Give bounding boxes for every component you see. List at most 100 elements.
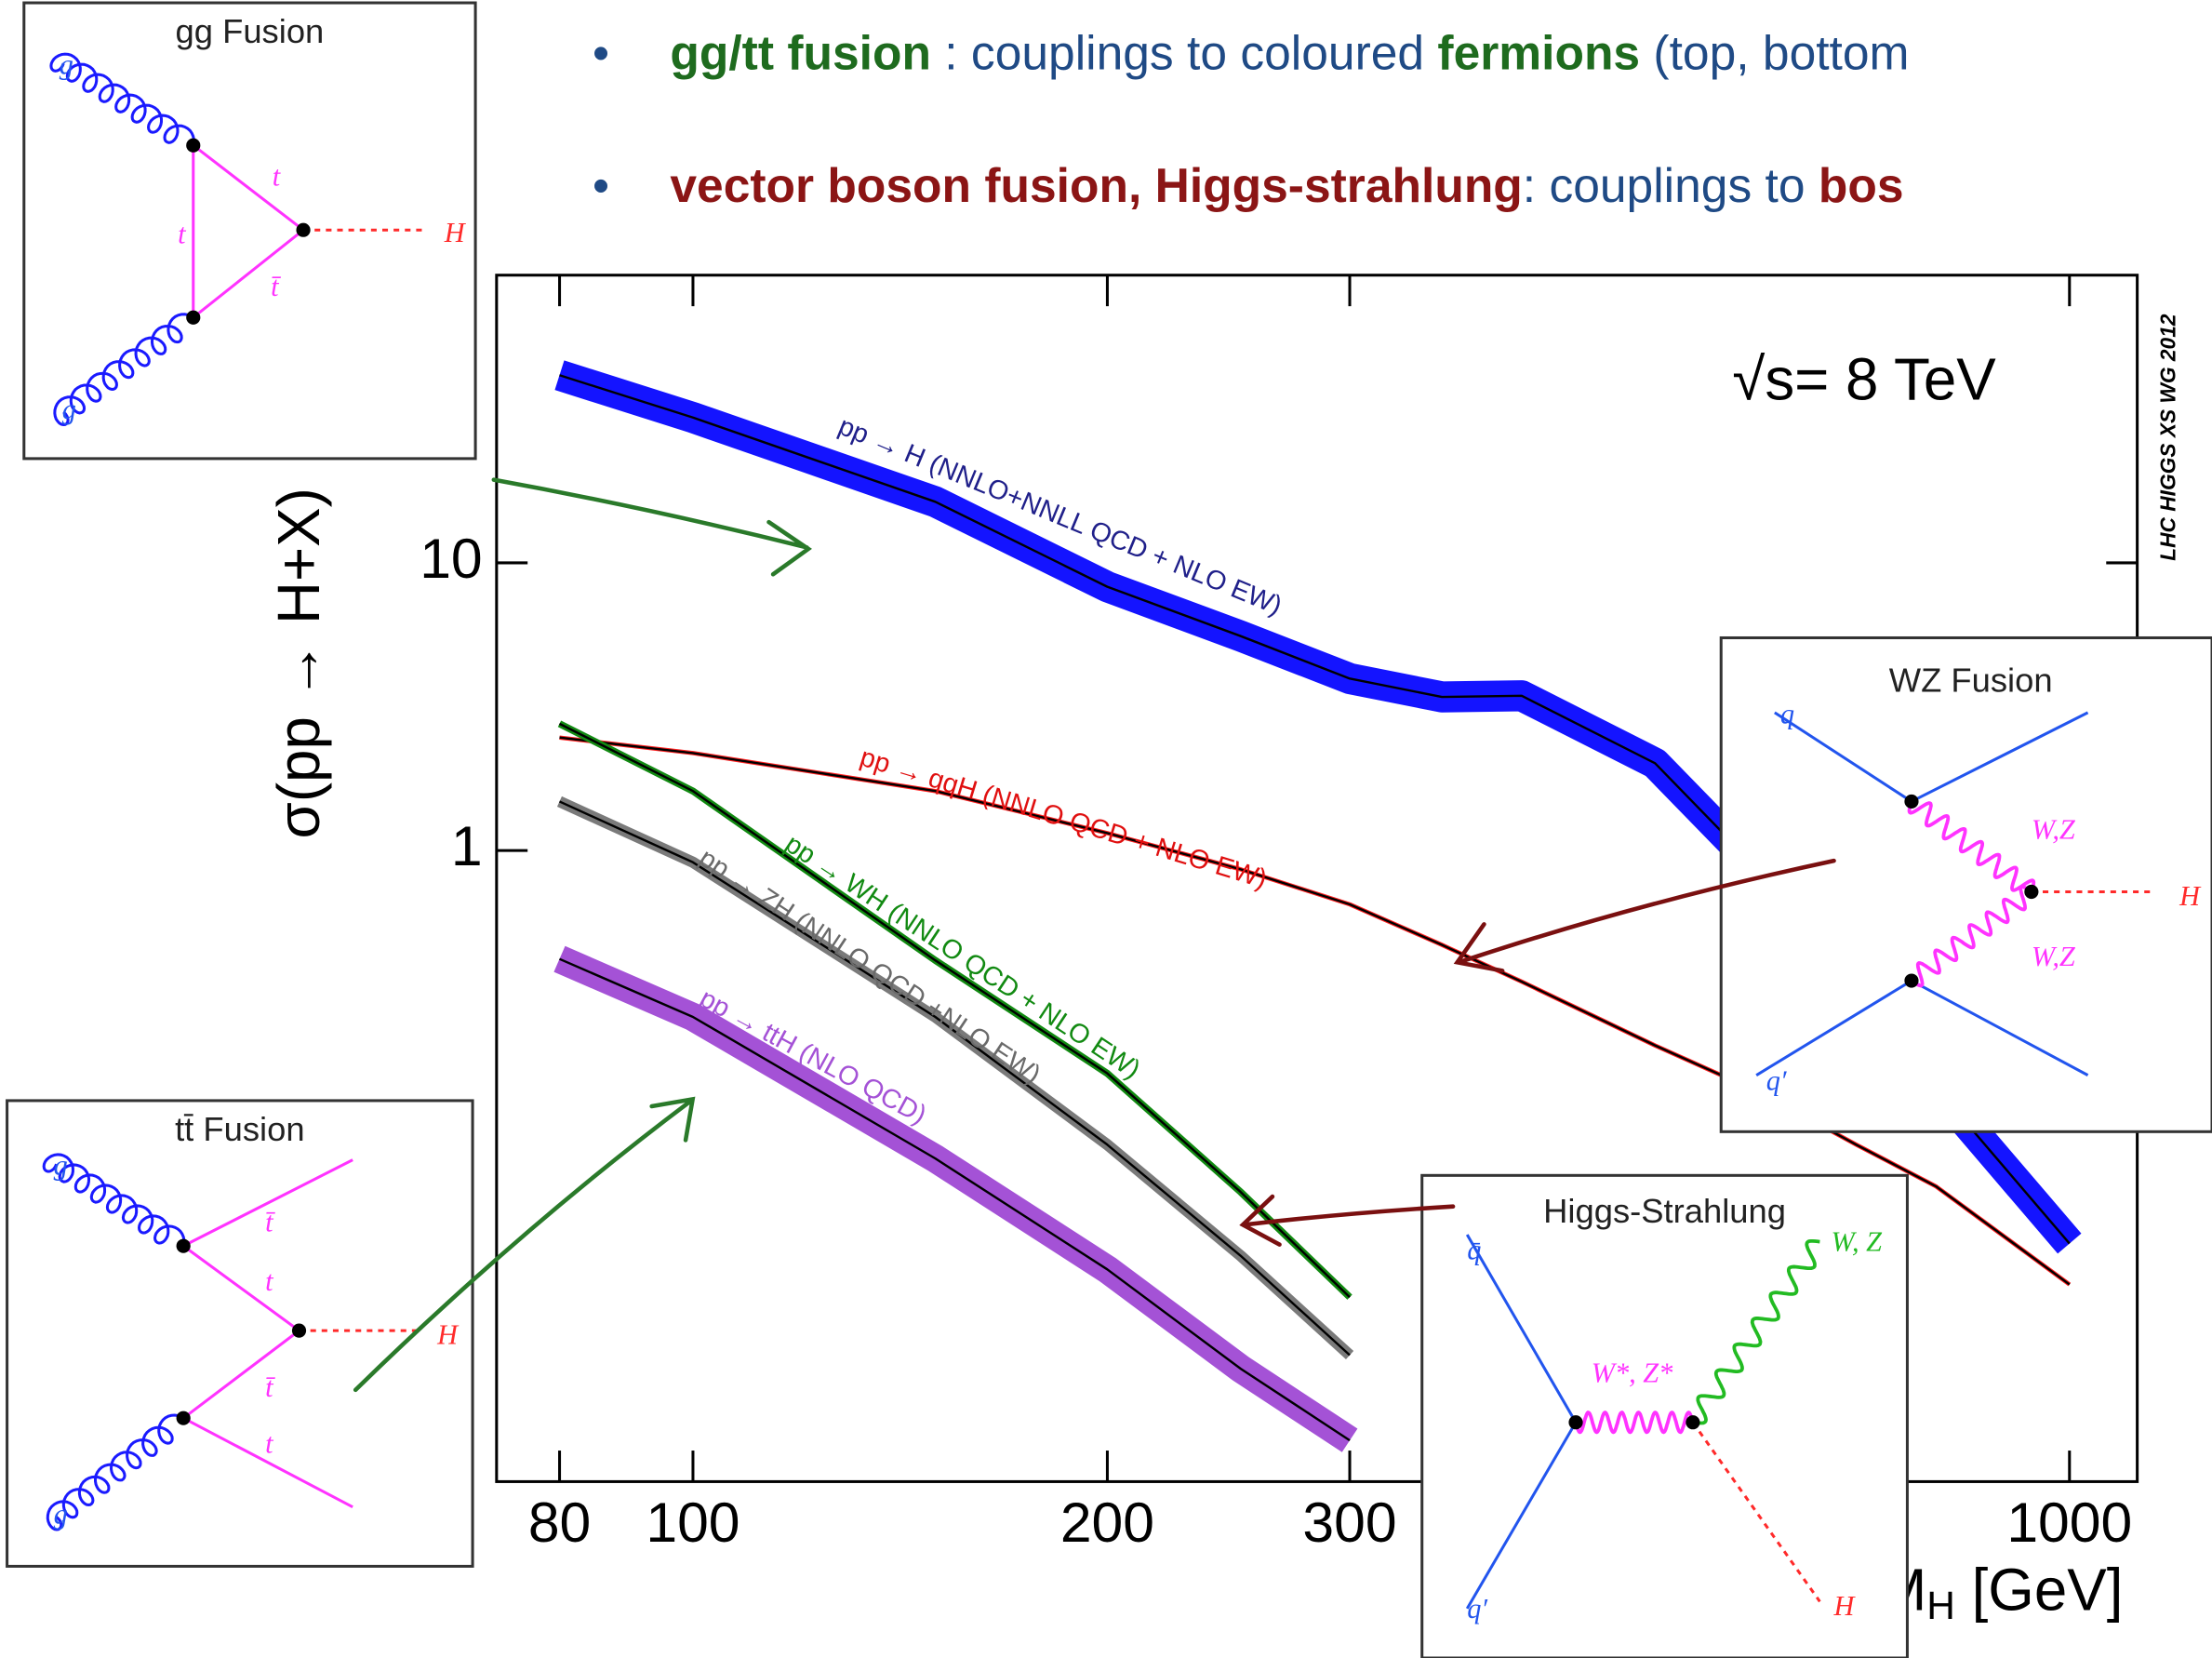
arrow [1453, 858, 1836, 973]
particle-label: H [1833, 1590, 1857, 1622]
propagator [1774, 711, 1912, 803]
diagram-box [1719, 635, 2212, 1133]
bullet-part: gg/tt fusion [670, 25, 931, 79]
x-axis-label: MH [GeV] [1877, 1558, 2123, 1628]
x-tick-label: 100 [646, 1491, 740, 1554]
propagator [192, 229, 305, 319]
particle-label: t [273, 161, 282, 193]
bullet-dot: • [593, 158, 609, 212]
gluon [53, 313, 194, 427]
vertex [2024, 884, 2039, 900]
particle-label: g [62, 394, 76, 425]
series-line [559, 736, 2071, 1286]
diagram-title: WZ Fusion [1889, 662, 2053, 700]
particle-label: t̄ [265, 1371, 275, 1403]
x-tick-label: 1000 [2006, 1491, 2132, 1554]
bullet-part: bos [1819, 158, 1904, 212]
particle-label: H [436, 1319, 460, 1351]
particle-label: t [265, 1265, 274, 1297]
vertex [296, 222, 311, 237]
arrows [353, 477, 1836, 1393]
series-line [558, 800, 1351, 1357]
particle-label: q̄ [1467, 1235, 1481, 1266]
particle-label: q′ [1467, 1593, 1487, 1625]
particle-label: W, Z [1832, 1226, 1884, 1258]
bullet-1: gg/tt fusion : couplings to coloured fer… [670, 25, 1909, 79]
arrow [491, 477, 812, 577]
feynman-diagram: WZ Fusion q q′ W,Z W,Z H [1719, 635, 2212, 1133]
propagator [182, 1158, 353, 1248]
boson [1910, 885, 2032, 988]
particle-label: q′ [1766, 1065, 1787, 1097]
diagrams: gg Fusion g g t t t̄ Htt̄ Fusion g g t̄ t t̄ t H WZ Fu… [6, 1, 2212, 1658]
vertex [176, 1238, 191, 1253]
y-tick-label: 10 [420, 527, 482, 590]
propagator [182, 1416, 353, 1509]
diagram-box [22, 1, 477, 461]
vertex [1568, 1415, 1583, 1430]
propagator [1911, 979, 2089, 1076]
bullet-part: : couplings to [1523, 158, 1819, 212]
particle-label: W,Z [2032, 814, 2076, 846]
x-tick-label: 80 [528, 1491, 591, 1554]
feynman-diagram: tt̄ Fusion g g t̄ t t̄ t H [6, 1099, 474, 1568]
y-tick-label: 1 [451, 814, 483, 877]
vertex [1904, 973, 1919, 988]
vertex [291, 1323, 307, 1338]
particle-label: H [2179, 880, 2202, 912]
bullet-dot: • [593, 25, 609, 79]
propagator [182, 1329, 300, 1420]
particle-label: t̄ [265, 1206, 275, 1237]
vertex [186, 138, 201, 153]
vertex [1686, 1415, 1700, 1430]
particle-label: g [54, 1150, 68, 1182]
bullet-2: vector boson fusion, Higgs-strahlung: co… [670, 158, 1903, 212]
propagator [1691, 1421, 1821, 1603]
vertex [186, 310, 201, 325]
bullet-part: fermions [1437, 25, 1640, 79]
series-line [558, 957, 1351, 1442]
particle-label: g [60, 49, 73, 81]
propagator [192, 144, 304, 232]
y-axis-label: σ(pp → H+X) [266, 488, 332, 838]
gluon [49, 52, 195, 146]
particle-label: W,Z [2032, 941, 2076, 972]
diagram-box [6, 1099, 474, 1568]
vertex [176, 1411, 191, 1425]
boson [1574, 1411, 1695, 1435]
x-tick-label: 200 [1060, 1491, 1154, 1554]
bullet-part: : couplings to coloured [931, 25, 1437, 79]
propagator [1911, 711, 2089, 803]
propagator [1465, 1421, 1578, 1610]
bullet-part: vector boson fusion, Higgs-strahlung [670, 158, 1522, 212]
boson [1907, 800, 2036, 893]
annotation: √s= 8 TeV [1732, 346, 1996, 412]
diagram-title: gg Fusion [176, 12, 325, 50]
propagator [1465, 1234, 1578, 1424]
x-axis-label-part: [GeV] [1955, 1558, 2124, 1624]
propagator [1755, 979, 1912, 1076]
propagator [182, 1244, 300, 1332]
annotation: LHC HIGGS XS WG 2012 [2156, 314, 2180, 561]
arrow [1239, 1194, 1456, 1247]
particle-label: g [54, 1498, 68, 1530]
feynman-diagram: gg Fusion g g t t t̄ H [22, 1, 477, 461]
diagram-title: tt̄ Fusion [175, 1110, 305, 1148]
boson [1692, 1238, 1820, 1425]
particle-label: W*, Z* [1592, 1357, 1673, 1389]
particle-label: t̄ [271, 271, 281, 302]
diagram-title: Higgs-Strahlung [1543, 1192, 1786, 1230]
particle-label: q [1780, 698, 1794, 729]
feynman-diagram: Higgs-Strahlung q̄ q′ W*, Z* W, Z H [1420, 1173, 1909, 1658]
gluon [46, 1413, 184, 1531]
particle-label: t [265, 1427, 274, 1459]
particle-label: H [444, 217, 467, 248]
x-axis-label-part: H [1926, 1584, 1955, 1627]
diagram-box [1420, 1173, 1909, 1658]
bullets: • gg/tt fusion : couplings to coloured f… [593, 25, 1910, 212]
vertex [1904, 794, 1919, 809]
gluon [42, 1153, 186, 1247]
bullet-part: (top, bottom [1640, 25, 1909, 79]
